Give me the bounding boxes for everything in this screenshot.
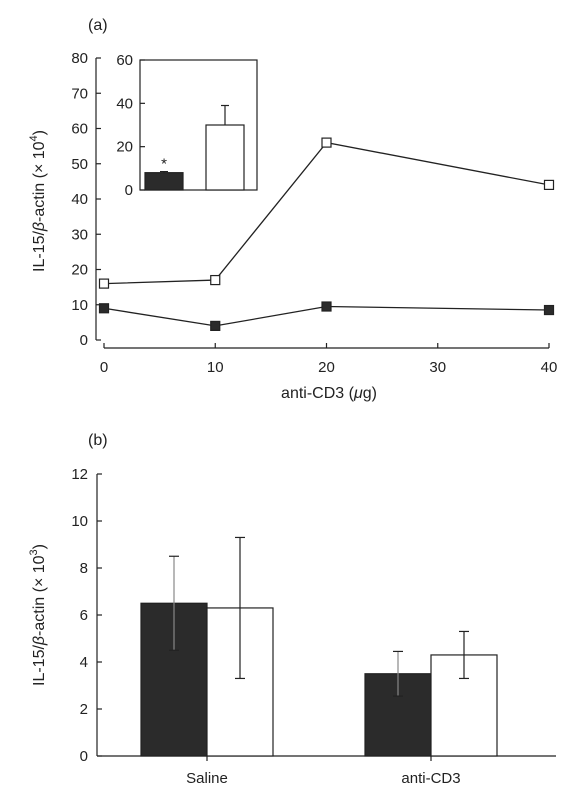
panel-a-y-title-actin: -actin (× 10 bbox=[31, 141, 48, 222]
panel-a-y-tick-label: 10 bbox=[71, 297, 88, 314]
panel-a-y-tick-label: 20 bbox=[71, 262, 88, 279]
panel-a-inset-y-tick-label: 20 bbox=[116, 139, 133, 156]
panel-a-series-2-line bbox=[103, 305, 550, 327]
panel-b-y-title-beta: β bbox=[31, 636, 48, 646]
panel-a: (a) IL-15/β-actin (× 104) anti-CD3 (μg) … bbox=[28, 17, 557, 402]
panel-b-y-tick-label: 12 bbox=[71, 466, 88, 483]
panel-a-inset-bar bbox=[205, 124, 245, 191]
panel-a-inset-bar-chart: 0 20 40 60 * bbox=[116, 52, 258, 199]
panel-a-series-1-point bbox=[98, 278, 110, 289]
panel-a-y-title-exp: 4 bbox=[28, 135, 40, 141]
panel-a-y-axis-title: IL-15/β-actin (× 104) bbox=[28, 130, 48, 272]
panel-a-y-title-main: IL-15/ bbox=[31, 231, 48, 272]
panel-a-x-title-mu: μ bbox=[353, 385, 363, 402]
panel-a-x-tick-label: 40 bbox=[541, 359, 558, 376]
panel-a-y-tick-label: 50 bbox=[71, 156, 88, 173]
panel-b-y-title-close: ) bbox=[31, 544, 48, 549]
panel-a-series-1-line bbox=[103, 141, 550, 285]
panel-a-series-1-point bbox=[210, 274, 221, 286]
panel-b-y-tick-label: 0 bbox=[80, 748, 88, 765]
panel-b-y-tick-label: 8 bbox=[80, 560, 88, 577]
panel-a-y-tick-label: 30 bbox=[71, 226, 88, 243]
panel-a-x-tick-label: 0 bbox=[100, 359, 108, 376]
panel-b-bar-chart: 0 2 4 6 8 10 12 Saline anti-CD3 bbox=[71, 466, 556, 787]
panel-b-y-tick-label: 6 bbox=[80, 607, 88, 624]
panel-b-y-tick-label: 4 bbox=[80, 654, 88, 671]
panel-a-y-tick-label: 80 bbox=[71, 50, 88, 67]
panel-a-series-2-point bbox=[98, 303, 110, 314]
panel-b-category-label: anti-CD3 bbox=[401, 770, 460, 787]
panel-a-inset-y-tick-label: 0 bbox=[125, 182, 133, 199]
panel-b-category-label: Saline bbox=[186, 770, 228, 787]
panel-b-y-axis-title: IL-15/β-actin (× 103) bbox=[28, 544, 48, 686]
panel-b-y-tick-label: 2 bbox=[80, 701, 88, 718]
panel-a-x-tick-label: 20 bbox=[318, 359, 335, 376]
panel-a-y-tick-label: 70 bbox=[71, 85, 88, 102]
panel-a-series-2-point bbox=[321, 301, 332, 312]
panel-b-label: (b) bbox=[88, 432, 108, 449]
panel-a-y-title-beta: β bbox=[31, 222, 48, 232]
panel-a-x-tick-label: 10 bbox=[207, 359, 224, 376]
panel-a-series-2-point bbox=[210, 320, 221, 331]
panel-a-label: (a) bbox=[88, 17, 108, 34]
panel-a-inset-y-tick-label: 60 bbox=[116, 52, 133, 69]
panel-a-x-title-main: anti-CD3 ( bbox=[281, 385, 355, 402]
panel-b-y-title-actin: -actin (× 10 bbox=[31, 555, 48, 636]
panel-a-x-tick-label: 30 bbox=[429, 359, 446, 376]
panel-a-series-1-point bbox=[321, 137, 332, 148]
panel-a-x-axis-title: anti-CD3 (μg) bbox=[281, 385, 377, 402]
panel-b-y-title-exp: 3 bbox=[28, 549, 40, 555]
panel-a-inset-bar bbox=[144, 172, 184, 191]
panel-a-y-tick-label: 40 bbox=[71, 191, 88, 208]
panel-a-inset-y-tick-label: 40 bbox=[116, 95, 133, 112]
panel-a-inset-significance-mark: * bbox=[161, 156, 167, 173]
panel-a-y-tick-label: 60 bbox=[71, 121, 88, 138]
panel-a-series-1-point bbox=[543, 179, 555, 190]
panel-b-y-tick-label: 10 bbox=[71, 513, 88, 530]
panel-a-x-title-unit: g) bbox=[363, 385, 377, 402]
panel-a-y-tick-label: 0 bbox=[80, 332, 88, 349]
panel-b: (b) IL-15/β-actin (× 103) 0 2 4 6 8 10 12 Salin… bbox=[28, 432, 556, 787]
panel-a-line-chart: 0 10 20 30 40 50 60 70 80 0 10 20 30 40 bbox=[71, 50, 557, 376]
panel-a-series-2-point bbox=[543, 304, 555, 316]
panel-a-y-title-close: ) bbox=[31, 130, 48, 135]
panel-b-y-title-main: IL-15/ bbox=[31, 645, 48, 686]
